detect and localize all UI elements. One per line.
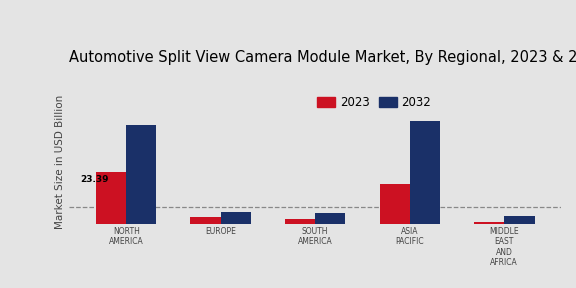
Y-axis label: Market Size in USD Billion: Market Size in USD Billion bbox=[55, 95, 65, 230]
Bar bbox=[96, 172, 126, 224]
Bar bbox=[474, 222, 504, 224]
Bar bbox=[191, 217, 221, 224]
Bar bbox=[380, 184, 410, 224]
Bar bbox=[410, 121, 440, 224]
Bar bbox=[126, 125, 157, 224]
Legend: 2023, 2032: 2023, 2032 bbox=[313, 92, 436, 114]
Bar bbox=[285, 219, 315, 224]
Text: 23.39: 23.39 bbox=[81, 175, 109, 184]
Bar bbox=[504, 216, 535, 224]
Text: Automotive Split View Camera Module Market, By Regional, 2023 & 2032: Automotive Split View Camera Module Mark… bbox=[70, 50, 576, 65]
Bar bbox=[315, 213, 346, 224]
Bar bbox=[221, 212, 251, 224]
